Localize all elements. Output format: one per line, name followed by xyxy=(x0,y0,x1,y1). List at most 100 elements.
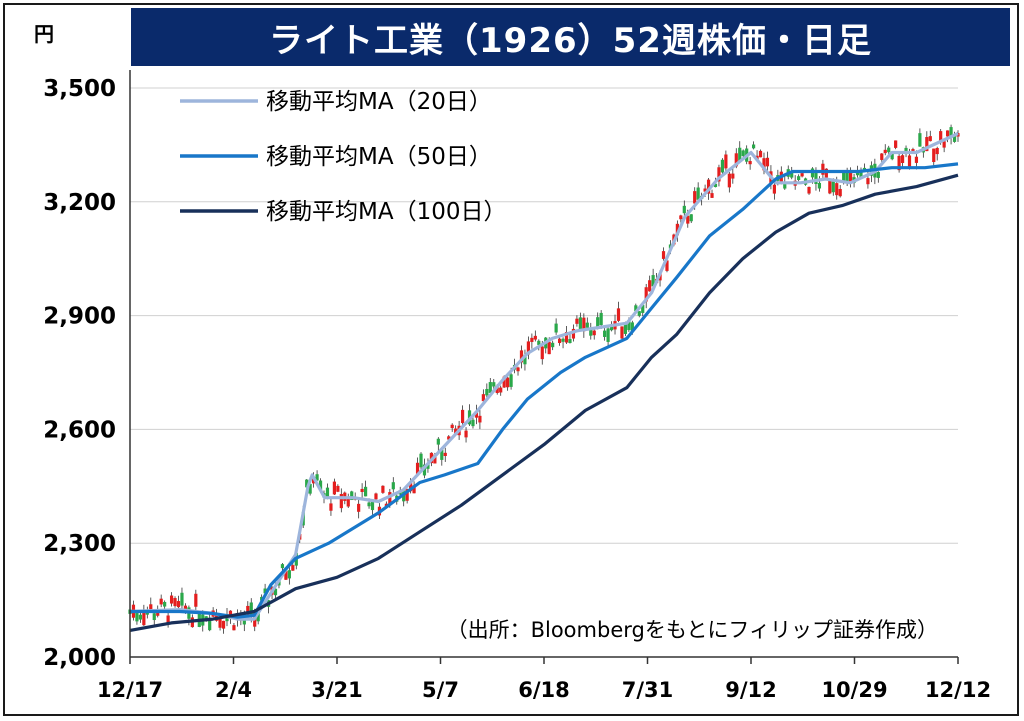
legend-ma100: 移動平均MA（100日） xyxy=(180,199,506,225)
candle-body xyxy=(152,613,156,621)
candle-body xyxy=(727,173,731,188)
ma20-line xyxy=(129,132,959,621)
candle-body xyxy=(689,214,693,222)
candle-body xyxy=(734,153,738,167)
candle-body xyxy=(312,478,316,484)
candle-body xyxy=(731,173,735,179)
y-tick-label: 3,200 xyxy=(43,190,116,216)
candle-body xyxy=(679,215,683,220)
candle-body xyxy=(516,367,520,372)
candle-body xyxy=(807,186,811,194)
candle-body xyxy=(315,474,319,481)
candle-body xyxy=(194,593,198,607)
candle-body xyxy=(634,305,638,312)
candle-body xyxy=(166,615,170,624)
candle-body xyxy=(706,179,711,194)
candle-body xyxy=(481,394,485,402)
candle-body xyxy=(180,592,184,606)
candle-body xyxy=(537,340,541,345)
candle-body xyxy=(571,328,576,339)
candle-body xyxy=(897,155,901,171)
candle-body xyxy=(287,570,291,579)
candle-body xyxy=(790,173,794,178)
candle-body xyxy=(693,191,697,204)
moving-average-lines xyxy=(129,132,959,632)
candle-body xyxy=(765,157,770,167)
candle-body xyxy=(163,601,167,607)
candle-body xyxy=(603,330,607,337)
candle-body xyxy=(329,503,333,511)
candle-body xyxy=(540,346,544,360)
candle-body xyxy=(415,462,420,474)
candle-body xyxy=(332,481,337,495)
candle-body xyxy=(381,485,385,493)
candle-body xyxy=(644,287,648,302)
candle-body xyxy=(367,502,371,507)
legend: 移動平均MA（20日） 移動平均MA（50日） 移動平均MA（100日） xyxy=(180,89,506,225)
candle-body xyxy=(855,171,860,176)
candle-body xyxy=(824,168,828,178)
y-tick-label: 2,000 xyxy=(43,645,116,671)
axes: 2,000 2,300 2,600 2,900 3,200 3,500 12/17 2/4 3/… xyxy=(43,70,991,702)
candle-body xyxy=(842,172,846,182)
candle-body xyxy=(388,492,392,505)
legend-ma50: 移動平均MA（50日） xyxy=(180,144,492,170)
legend-ma20: 移動平均MA（20日） xyxy=(180,89,492,115)
legend-label: 移動平均MA（20日） xyxy=(266,89,492,115)
candle-body xyxy=(880,153,884,160)
candle-body xyxy=(218,617,222,628)
candle-body xyxy=(675,223,679,236)
legend-label: 移動平均MA（50日） xyxy=(266,144,492,170)
candle-body xyxy=(273,588,278,596)
candle-body xyxy=(506,377,510,388)
candle-body xyxy=(447,436,451,440)
candle-body xyxy=(599,312,603,326)
candle-body xyxy=(589,328,593,336)
candle-body xyxy=(797,176,801,181)
ma50-line xyxy=(130,162,959,619)
candle-body xyxy=(935,147,939,155)
candle-body xyxy=(651,275,655,287)
candle-body xyxy=(523,354,527,365)
candle-body xyxy=(478,415,482,423)
source-note: （出所：Bloombergをもとにフィリップ証券作成） xyxy=(447,618,938,642)
candle-body xyxy=(609,324,614,331)
legend-label: 移動平均MA（100日） xyxy=(266,199,506,225)
candle-body xyxy=(876,171,880,178)
candle-body xyxy=(928,136,932,142)
candle-body xyxy=(758,150,763,158)
candle-body xyxy=(232,625,236,631)
candle-body xyxy=(596,317,600,329)
candle-body xyxy=(914,156,919,163)
candle-body xyxy=(547,341,551,355)
candle-body xyxy=(741,150,745,156)
candle-body xyxy=(894,140,898,148)
candle-body xyxy=(710,193,714,198)
candle-body xyxy=(426,463,430,469)
candle-body xyxy=(169,595,174,604)
candle-body xyxy=(308,483,312,494)
candle-body xyxy=(817,182,822,189)
candle-body xyxy=(703,188,707,192)
candle-body xyxy=(682,205,686,214)
candle-body xyxy=(419,453,423,468)
candle-body xyxy=(138,614,142,620)
candle-body xyxy=(509,374,513,387)
candle-body xyxy=(391,482,395,490)
candle-body xyxy=(533,335,537,340)
candle-body xyxy=(564,332,569,343)
candle-body xyxy=(374,493,378,500)
candle-body xyxy=(932,148,936,162)
candle-body xyxy=(360,488,364,493)
candle-body xyxy=(592,330,596,336)
y-tick-label: 2,900 xyxy=(43,304,116,330)
candle-body xyxy=(249,602,253,617)
candle-body xyxy=(433,454,437,464)
candle-body xyxy=(471,419,475,427)
x-tick-label: 3/21 xyxy=(311,678,363,702)
candle-body xyxy=(443,452,447,457)
candle-body xyxy=(900,155,905,163)
candle-body xyxy=(135,610,139,622)
candle-body xyxy=(762,158,766,171)
candle-body xyxy=(713,183,718,188)
